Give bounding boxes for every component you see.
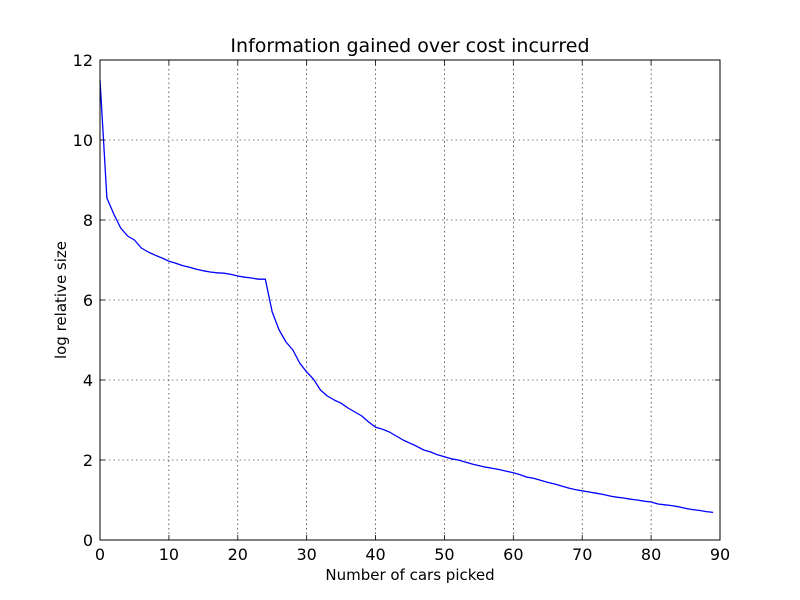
plot-area (100, 60, 720, 540)
y-tick-label: 12 (73, 51, 93, 70)
x-tick-label: 30 (296, 545, 316, 564)
x-tick-label: 0 (95, 545, 105, 564)
series-line-0 (99, 79, 714, 514)
y-tick-label: 8 (83, 211, 93, 230)
x-tick-label: 50 (434, 545, 454, 564)
x-tick-label: 90 (710, 545, 730, 564)
x-tick-label: 60 (503, 545, 523, 564)
x-tick-label: 40 (365, 545, 385, 564)
ticks (99, 59, 721, 541)
tick-labels: 0 10 20 30 40 50 60 70 80 90 0 2 4 6 8 10 12 (73, 51, 731, 564)
chart-title: Information gained over cost incurred (230, 35, 589, 57)
x-tick-label: 10 (159, 545, 179, 564)
x-axis-title: Number of cars picked (325, 566, 494, 584)
y-tick-label: 10 (73, 131, 93, 150)
y-tick-label: 6 (83, 291, 93, 310)
y-tick-label: 4 (83, 371, 93, 390)
y-tick-label: 2 (83, 451, 93, 470)
y-axis-title: log relative size (52, 241, 70, 359)
y-tick-label: 0 (83, 531, 93, 550)
x-tick-label: 70 (572, 545, 592, 564)
x-tick-label: 20 (228, 545, 248, 564)
series-layer (99, 79, 714, 514)
x-tick-label: 80 (641, 545, 661, 564)
